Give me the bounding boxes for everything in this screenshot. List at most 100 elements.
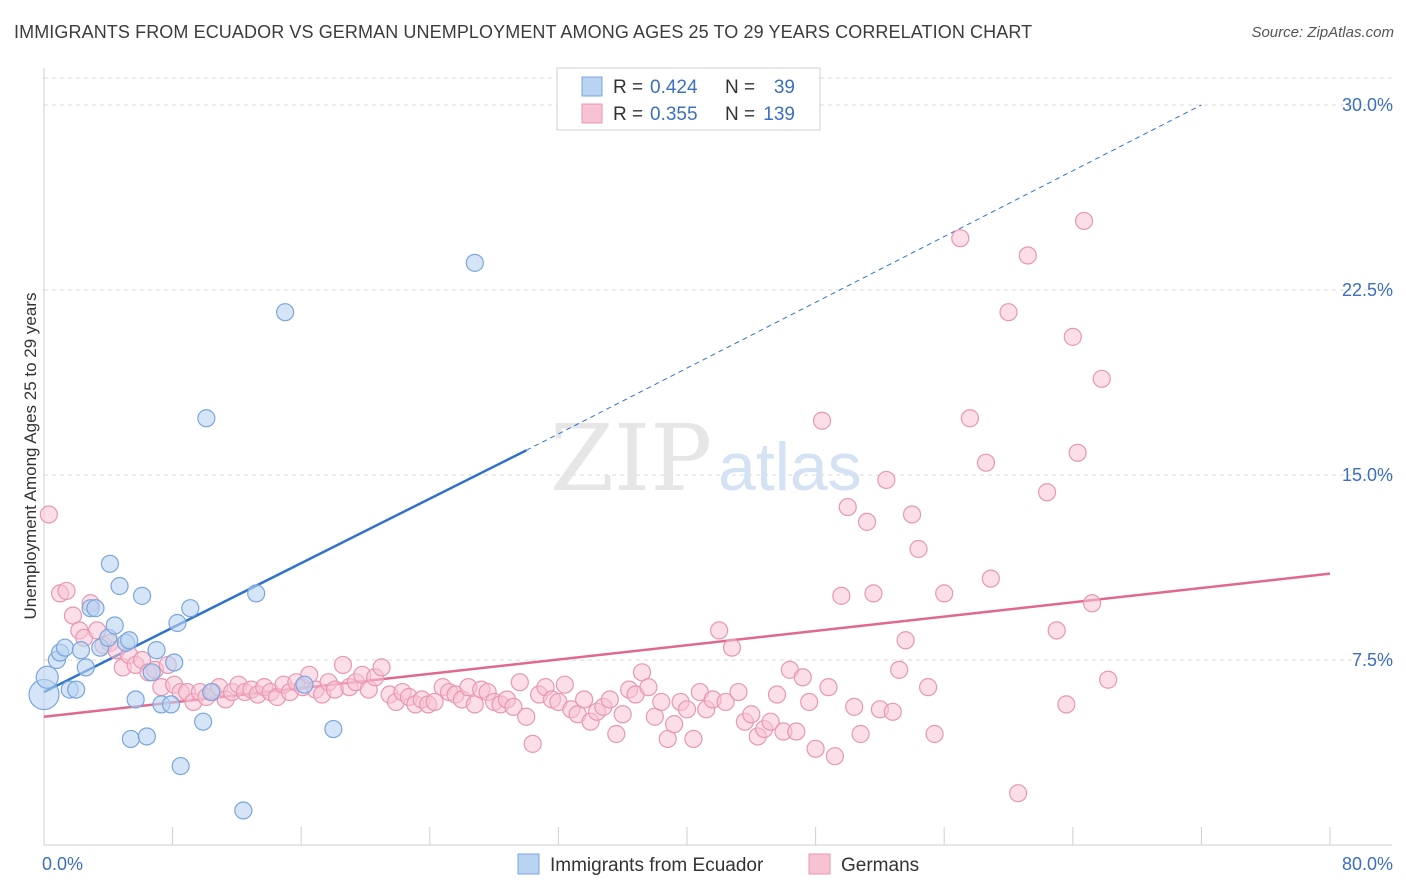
point-ecuador-14 bbox=[105, 616, 124, 635]
point-germans-144 bbox=[1018, 246, 1037, 265]
point-germans-86 bbox=[600, 690, 619, 709]
point-ecuador-20 bbox=[132, 586, 152, 605]
point-ecuador-17 bbox=[120, 631, 139, 650]
watermark-zip: ZIP bbox=[550, 405, 712, 512]
point-germans-120 bbox=[819, 678, 838, 697]
point-ecuador-7 bbox=[71, 641, 91, 660]
point-germans-72 bbox=[510, 673, 529, 692]
point-ecuador-1 bbox=[35, 665, 59, 689]
y-tick-label-1: 15.0% bbox=[1342, 465, 1393, 485]
point-germans-142 bbox=[999, 303, 1018, 322]
point-germans-140 bbox=[976, 453, 996, 472]
point-germans-139 bbox=[960, 409, 980, 428]
point-germans-79 bbox=[555, 675, 574, 694]
stats-r-label-ecuador: R = bbox=[613, 77, 643, 98]
point-germans-148 bbox=[1063, 327, 1082, 346]
chart-title: IMMIGRANTS FROM ECUADOR VS GERMAN UNEMPL… bbox=[14, 22, 1033, 42]
point-ecuador-13 bbox=[100, 554, 120, 573]
point-germans-99 bbox=[684, 729, 703, 749]
y-tick-label-2: 22.5% bbox=[1342, 280, 1393, 300]
point-germans-2 bbox=[57, 581, 76, 601]
point-germans-103 bbox=[710, 621, 729, 640]
x-tick-label-max: 80.0% bbox=[1342, 854, 1393, 874]
stats-n-label-germans: N = bbox=[725, 104, 755, 125]
point-germans-126 bbox=[857, 512, 877, 531]
point-ecuador-15 bbox=[110, 576, 129, 596]
point-germans-119 bbox=[812, 411, 832, 430]
point-germans-138 bbox=[951, 229, 970, 248]
point-ecuador-38 bbox=[465, 253, 484, 272]
point-ecuador-37 bbox=[324, 719, 343, 739]
point-germans-132 bbox=[896, 631, 915, 650]
point-germans-121 bbox=[825, 747, 844, 766]
point-germans-137 bbox=[935, 584, 954, 603]
point-ecuador-22 bbox=[142, 663, 161, 682]
point-germans-96 bbox=[665, 715, 684, 734]
trend-line-ecuador-extension bbox=[526, 104, 1202, 451]
point-germans-141 bbox=[981, 569, 1000, 588]
point-germans-152 bbox=[1092, 369, 1111, 388]
point-germans-135 bbox=[919, 678, 938, 697]
y-axis-title: Unemployment Among Ages 25 to 29 years bbox=[21, 293, 40, 620]
point-germans-59 bbox=[425, 692, 444, 712]
point-ecuador-6 bbox=[67, 680, 86, 699]
y-tick-label-0: 7.5% bbox=[1352, 650, 1393, 670]
point-germans-111 bbox=[761, 712, 780, 731]
point-ecuador-18 bbox=[121, 729, 140, 749]
point-germans-124 bbox=[845, 697, 864, 716]
point-germans-71 bbox=[504, 697, 523, 716]
point-germans-150 bbox=[1074, 211, 1094, 231]
point-germans-94 bbox=[652, 692, 671, 712]
stats-n-value-ecuador: 39 bbox=[774, 77, 795, 98]
point-germans-112 bbox=[767, 685, 787, 704]
point-ecuador-31 bbox=[197, 409, 216, 428]
stats-n-label-ecuador: N = bbox=[725, 77, 755, 98]
chart-source: Source: ZipAtlas.com bbox=[1251, 24, 1394, 41]
point-germans-143 bbox=[1009, 784, 1028, 803]
point-ecuador-26 bbox=[165, 653, 184, 672]
point-ecuador-21 bbox=[137, 727, 156, 746]
point-ecuador-19 bbox=[126, 690, 145, 709]
point-ecuador-8 bbox=[76, 658, 95, 677]
point-germans-98 bbox=[677, 700, 697, 719]
point-germans-88 bbox=[613, 705, 632, 724]
point-ecuador-4 bbox=[55, 638, 74, 657]
point-germans-153 bbox=[1099, 670, 1118, 689]
point-germans-92 bbox=[639, 678, 658, 697]
watermark-atlas: atlas bbox=[718, 429, 862, 505]
point-germans-106 bbox=[729, 682, 748, 702]
point-ecuador-34 bbox=[247, 584, 266, 603]
point-germans-0 bbox=[39, 505, 58, 524]
stats-r-label-germans: R = bbox=[613, 104, 643, 125]
point-germans-147 bbox=[1057, 695, 1076, 714]
point-germans-149 bbox=[1068, 443, 1087, 462]
stats-legend: R = 0.424 N = 39 R = 0.355 N = 139 bbox=[556, 67, 821, 131]
point-germans-125 bbox=[851, 724, 870, 744]
legend-swatch-ecuador bbox=[517, 853, 540, 875]
point-germans-108 bbox=[742, 705, 761, 724]
stats-r-value-ecuador: 0.424 bbox=[650, 77, 698, 98]
point-germans-133 bbox=[902, 505, 922, 524]
point-germans-115 bbox=[787, 722, 806, 741]
point-germans-82 bbox=[575, 690, 594, 709]
point-germans-74 bbox=[523, 734, 542, 753]
point-germans-122 bbox=[832, 586, 851, 605]
series-legend: Immigrants from Ecuador Germans bbox=[517, 853, 919, 876]
point-germans-127 bbox=[864, 584, 883, 603]
point-germans-129 bbox=[877, 470, 896, 490]
points-ecuador bbox=[28, 253, 484, 820]
point-germans-51 bbox=[372, 658, 391, 677]
point-ecuador-29 bbox=[181, 599, 200, 618]
legend-swatch-germans bbox=[808, 853, 831, 875]
point-germans-136 bbox=[925, 724, 944, 744]
point-ecuador-36 bbox=[295, 675, 314, 694]
grid bbox=[44, 77, 1392, 661]
point-ecuador-23 bbox=[147, 641, 166, 660]
legend-label-ecuador: Immigrants from Ecuador bbox=[550, 855, 764, 876]
point-ecuador-32 bbox=[202, 682, 221, 702]
point-germans-73 bbox=[517, 707, 536, 726]
x-tick-label-min: 0.0% bbox=[42, 854, 83, 874]
y-tick-label-3: 30.0% bbox=[1342, 95, 1393, 115]
point-ecuador-35 bbox=[276, 303, 295, 322]
